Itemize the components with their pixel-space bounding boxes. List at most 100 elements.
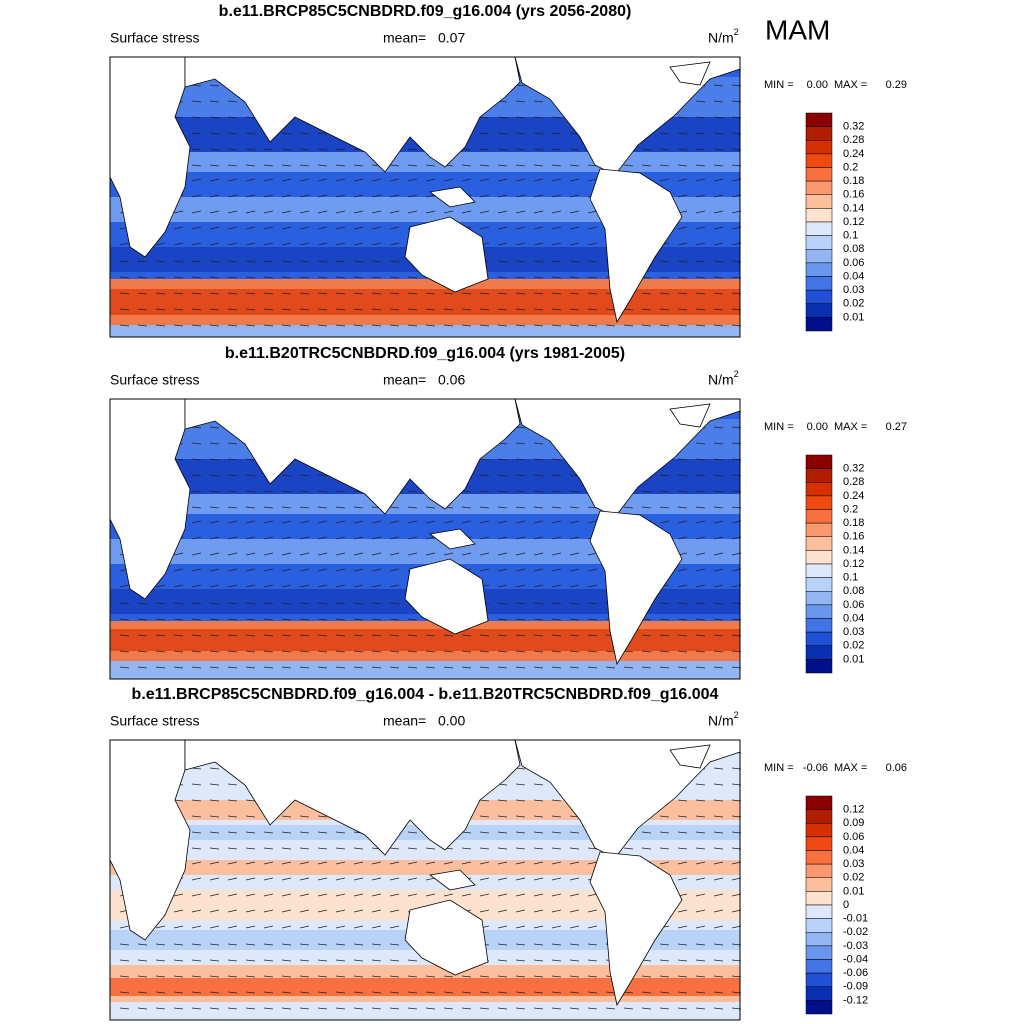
stress-vector [425, 650, 436, 653]
stress-vector [677, 975, 688, 978]
stress-vector [299, 975, 310, 978]
stress-vector [281, 666, 292, 669]
stress-vector [515, 458, 526, 461]
stress-vector [569, 909, 580, 913]
stress-vector [209, 226, 220, 230]
stress-vector [479, 877, 490, 881]
stress-vector [227, 666, 238, 669]
colorbar-box [805, 112, 833, 127]
stress-vector [281, 164, 292, 167]
stress-vector [371, 877, 382, 881]
colorbar-label: 0.18 [843, 175, 864, 187]
colorbar-label: 0.03 [843, 284, 864, 296]
stress-vector [695, 975, 706, 978]
stress-vector [533, 1007, 544, 1010]
stress-vector [371, 276, 382, 279]
stress-vector [569, 893, 580, 897]
stress-vector [281, 618, 292, 621]
stress-vector [281, 148, 292, 151]
stress-vector [515, 831, 526, 834]
stress-vector [191, 943, 202, 946]
stress-vector [533, 909, 544, 913]
stress-vector [173, 909, 184, 913]
stress-vector [173, 242, 184, 246]
stress-vector [533, 861, 544, 865]
stress-vector [479, 490, 490, 493]
stress-vector [605, 650, 616, 653]
stress-vector [191, 1007, 202, 1010]
stress-vector [281, 815, 292, 818]
stress-vector [209, 959, 220, 962]
stress-vector [155, 292, 166, 295]
stress-vector [713, 568, 724, 572]
stress-vector [317, 959, 328, 962]
stress-vector [515, 324, 526, 327]
stress-vector [227, 783, 238, 786]
stress-vector [659, 490, 670, 493]
stress-vector [551, 506, 562, 509]
colorbar-label: 0.2 [843, 161, 858, 173]
stress-vector [209, 276, 220, 279]
stress-vector [551, 132, 562, 135]
stress-vector [641, 292, 652, 295]
stress-vector [281, 276, 292, 279]
stress-vector [695, 116, 706, 119]
stress-vector [407, 991, 418, 994]
stress-vector [443, 634, 454, 637]
stress-vector [677, 815, 688, 818]
stress-vector [209, 1007, 220, 1010]
stress-vector [695, 815, 706, 818]
stress-vector [227, 552, 238, 556]
stress-vector [515, 861, 526, 865]
stress-vector [407, 148, 418, 151]
stress-vector [281, 210, 292, 214]
stress-vector [155, 1007, 166, 1010]
stress-vector [119, 943, 130, 946]
stress-vector [713, 943, 724, 946]
field-band [110, 629, 740, 651]
stress-vector [497, 799, 508, 802]
stress-vector [515, 226, 526, 230]
stress-vector [245, 210, 256, 214]
stress-vector [371, 943, 382, 946]
stress-vector [695, 991, 706, 994]
stress-vector [353, 226, 364, 230]
field-band [110, 152, 740, 172]
stress-vector [155, 584, 166, 588]
stress-vector [713, 194, 724, 198]
stress-vector [497, 943, 508, 946]
stress-vector [173, 276, 184, 279]
stress-vector [569, 324, 580, 327]
stress-vector [155, 943, 166, 946]
stress-vector [533, 520, 544, 524]
stress-vector [461, 210, 472, 214]
colorbar-box [805, 276, 833, 291]
stress-vector [407, 959, 418, 962]
stress-vector [227, 618, 238, 621]
stress-vector [371, 602, 382, 605]
stress-vector [227, 925, 238, 929]
stress-vector [299, 178, 310, 182]
stress-vector [191, 991, 202, 994]
stress-vector [389, 618, 400, 621]
colorbar-box [805, 550, 833, 565]
stress-vector [425, 308, 436, 311]
stress-vector [587, 943, 598, 946]
stress-vector [137, 1007, 148, 1010]
stress-vector [335, 847, 346, 850]
colorbar-box [805, 645, 833, 660]
stress-vector [191, 164, 202, 167]
stress-vector [479, 799, 490, 802]
colorbar-label: 0.03 [843, 858, 864, 870]
stress-vector [623, 1007, 634, 1010]
stress-vector [191, 520, 202, 524]
stress-vector [641, 490, 652, 493]
stress-vector [623, 506, 634, 509]
stress-vector [353, 292, 364, 295]
stress-vector [317, 584, 328, 588]
units: N/m2 [708, 710, 739, 728]
stress-vector [209, 909, 220, 913]
stress-vector [587, 506, 598, 509]
stress-vector [245, 132, 256, 135]
stress-vector [569, 194, 580, 198]
